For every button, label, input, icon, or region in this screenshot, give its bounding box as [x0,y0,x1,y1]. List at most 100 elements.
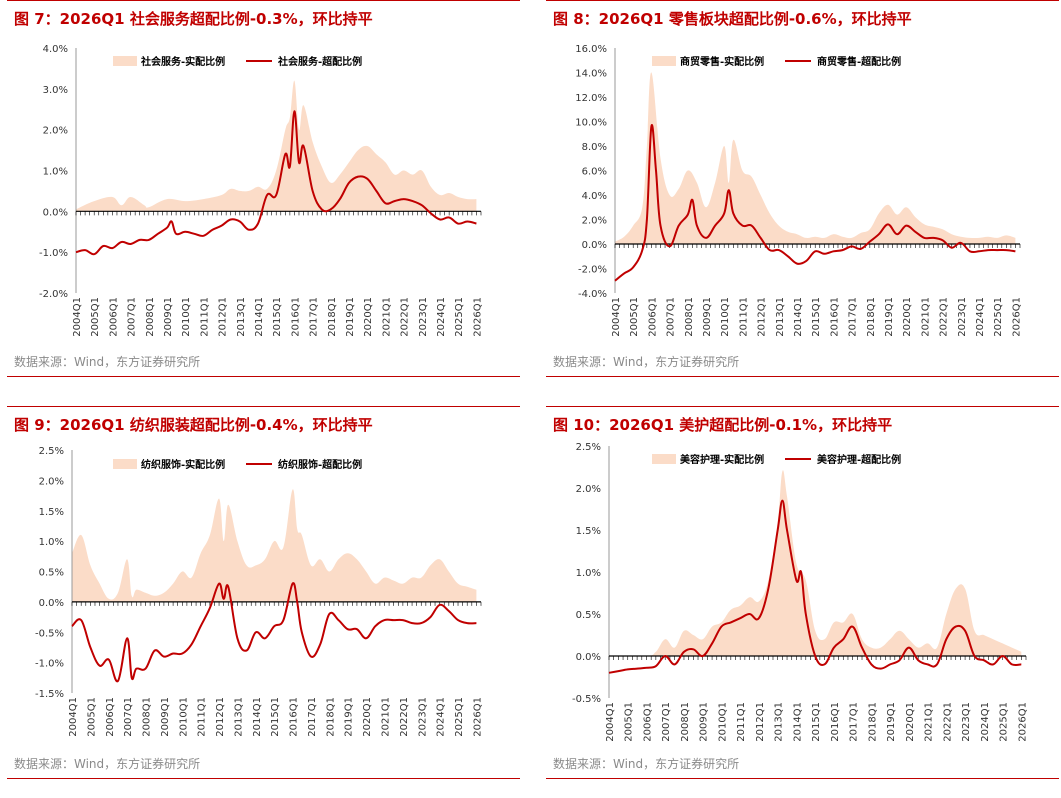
y-tick-label: 6.0% [582,167,607,178]
x-tick-label: 2008Q1 [142,697,153,737]
x-tick-label: 2018Q1 [327,297,338,337]
legend-label-line: 社会服务-超配比例 [277,55,362,68]
x-tick-label: 2023Q1 [418,297,429,337]
x-tick-label: 2026Q1 [1017,702,1028,742]
x-tick-label: 2017Q1 [309,297,320,337]
x-tick-label: 2013Q1 [233,697,244,737]
x-tick-label: 2026Q1 [1011,297,1022,337]
y-tick-label: 0.0% [576,652,601,663]
y-tick-label: 0.0% [582,240,607,251]
y-tick-label: 4.0% [43,44,68,55]
x-tick-label: 2020Q1 [362,697,373,737]
chart-title: 图 10：2026Q1 美护超配比例-0.1%，环比持平 [553,416,893,434]
x-tick-label: 2004Q1 [605,702,616,742]
chart-title: 图 8：2026Q1 零售板块超配比例-0.6%，环比持平 [553,10,912,28]
y-tick-label: -0.5% [35,628,64,639]
y-tick-label: -2.0% [39,289,68,300]
x-tick-label: 2008Q1 [145,297,156,337]
x-tick-label: 2010Q1 [717,702,728,742]
x-tick-label: 2009Q1 [163,297,174,337]
series-area-actual [609,470,1022,657]
x-tick-label: 2011Q1 [199,297,210,337]
x-tick-label: 2022Q1 [400,297,411,337]
x-tick-label: 2021Q1 [381,297,392,337]
x-tick-label: 2015Q1 [270,697,281,737]
x-tick-label: 2012Q1 [755,702,766,742]
y-tick-label: -1.0% [39,248,68,259]
x-tick-label: 2024Q1 [436,297,447,337]
series-area-actual [72,489,477,602]
series-line-overweight [71,582,477,683]
x-tick-label: 2023Q1 [957,297,968,337]
panel-bottom-rule [546,376,1059,377]
x-tick-label: 2016Q1 [289,697,300,737]
y-tick-label: 12.0% [575,93,607,104]
series-line-overweight [614,124,1016,282]
y-tick-label: 1.5% [576,526,601,537]
legend-label-area: 商贸零售-实配比例 [680,55,764,68]
panel-fig10: 图 10：2026Q1 美护超配比例-0.1%，环比持平 -0.5% 0.0% 0.… [539,406,1059,798]
x-tick-label: 2012Q1 [215,697,226,737]
y-tick-label: 4.0% [582,191,607,202]
x-tick-label: 2005Q1 [86,697,97,737]
x-tick-label: 2010Q1 [178,697,189,737]
y-tick-label: 0.0% [39,598,64,609]
panel-bottom-rule [546,778,1059,779]
legend-label-line: 美容护理-超配比例 [817,453,901,466]
x-tick-label: 2008Q1 [680,702,691,742]
x-tick-label: 2014Q1 [252,697,263,737]
x-tick-label: 2006Q1 [105,697,116,737]
y-tick-label: 16.0% [575,44,607,55]
legend-label-area: 美容护理-实配比例 [680,453,764,466]
x-tick-label: 2025Q1 [993,297,1004,337]
x-tick-label: 2020Q1 [902,297,913,337]
legend-label-line: 商贸零售-超配比例 [817,55,901,68]
x-tick-label: 2013Q1 [775,297,786,337]
chart-fig7: -2.0% -1.0% 0.0% 1.0% 2.0% 3.0% 4.0% 2004Q1 2005… [39,44,483,337]
x-tick-label: 2015Q1 [811,297,822,337]
legend-swatch-area [652,56,676,66]
y-tick-label: 1.0% [576,568,601,579]
x-tick-label: 2019Q1 [884,297,895,337]
x-tick-label: 2014Q1 [792,702,803,742]
y-tick-label: -0.5% [572,694,601,705]
x-tick-label: 2022Q1 [942,702,953,742]
x-tick-label: 2006Q1 [647,297,658,337]
legend-swatch-area [113,459,137,469]
x-tick-label: 2019Q1 [886,702,897,742]
legend-swatch-area [113,56,137,66]
panel-top-rule [7,406,520,407]
x-tick-label: 2020Q1 [363,297,374,337]
x-tick-label: 2004Q1 [72,297,83,337]
series-line-overweight [608,499,1022,674]
x-tick-label: 2009Q1 [699,702,710,742]
y-tick-label: -2.0% [578,265,607,276]
panel-fig8: 图 8：2026Q1 零售板块超配比例-0.6%，环比持平 -4.0% -2.0%… [539,0,1059,392]
source-note: 数据来源：Wind，东方证券研究所 [14,757,201,771]
x-tick-label: 2016Q1 [290,297,301,337]
y-tick-label: 2.5% [39,446,64,457]
x-tick-label: 2009Q1 [702,297,713,337]
y-tick-label: 0.5% [576,610,601,621]
x-tick-label: 2006Q1 [108,297,119,337]
x-tick-label: 2025Q1 [454,297,465,337]
x-tick-label: 2022Q1 [939,297,950,337]
x-tick-label: 2005Q1 [90,297,101,337]
chart-fig8: -4.0% -2.0% 0.0% 2.0% 4.0% 6.0% 8.0% 10.0% 12.0%… [575,44,1022,337]
panel-fig9: 图 9：2026Q1 纺织服装超配比例-0.4%，环比持平 -1.5% -1.0%… [0,406,520,798]
legend-swatch-area [652,454,676,464]
x-tick-label: 2020Q1 [905,702,916,742]
x-tick-label: 2019Q1 [345,297,356,337]
panel-bottom-rule [7,778,520,779]
x-tick-label: 2021Q1 [924,702,935,742]
x-tick-label: 2017Q1 [848,297,859,337]
x-tick-label: 2011Q1 [197,697,208,737]
x-tick-label: 2004Q1 [611,297,622,337]
x-tick-label: 2013Q1 [774,702,785,742]
y-tick-label: 1.0% [43,167,68,178]
chart-title: 图 9：2026Q1 纺织服装超配比例-0.4%，环比持平 [14,416,373,434]
y-tick-label: -4.0% [578,289,607,300]
y-tick-label: 3.0% [43,85,68,96]
chart-fig10: -0.5% 0.0% 0.5% 1.0% 1.5% 2.0% 2.5% 2004Q1 2005Q… [572,442,1028,742]
x-tick-label: 2007Q1 [127,297,138,337]
